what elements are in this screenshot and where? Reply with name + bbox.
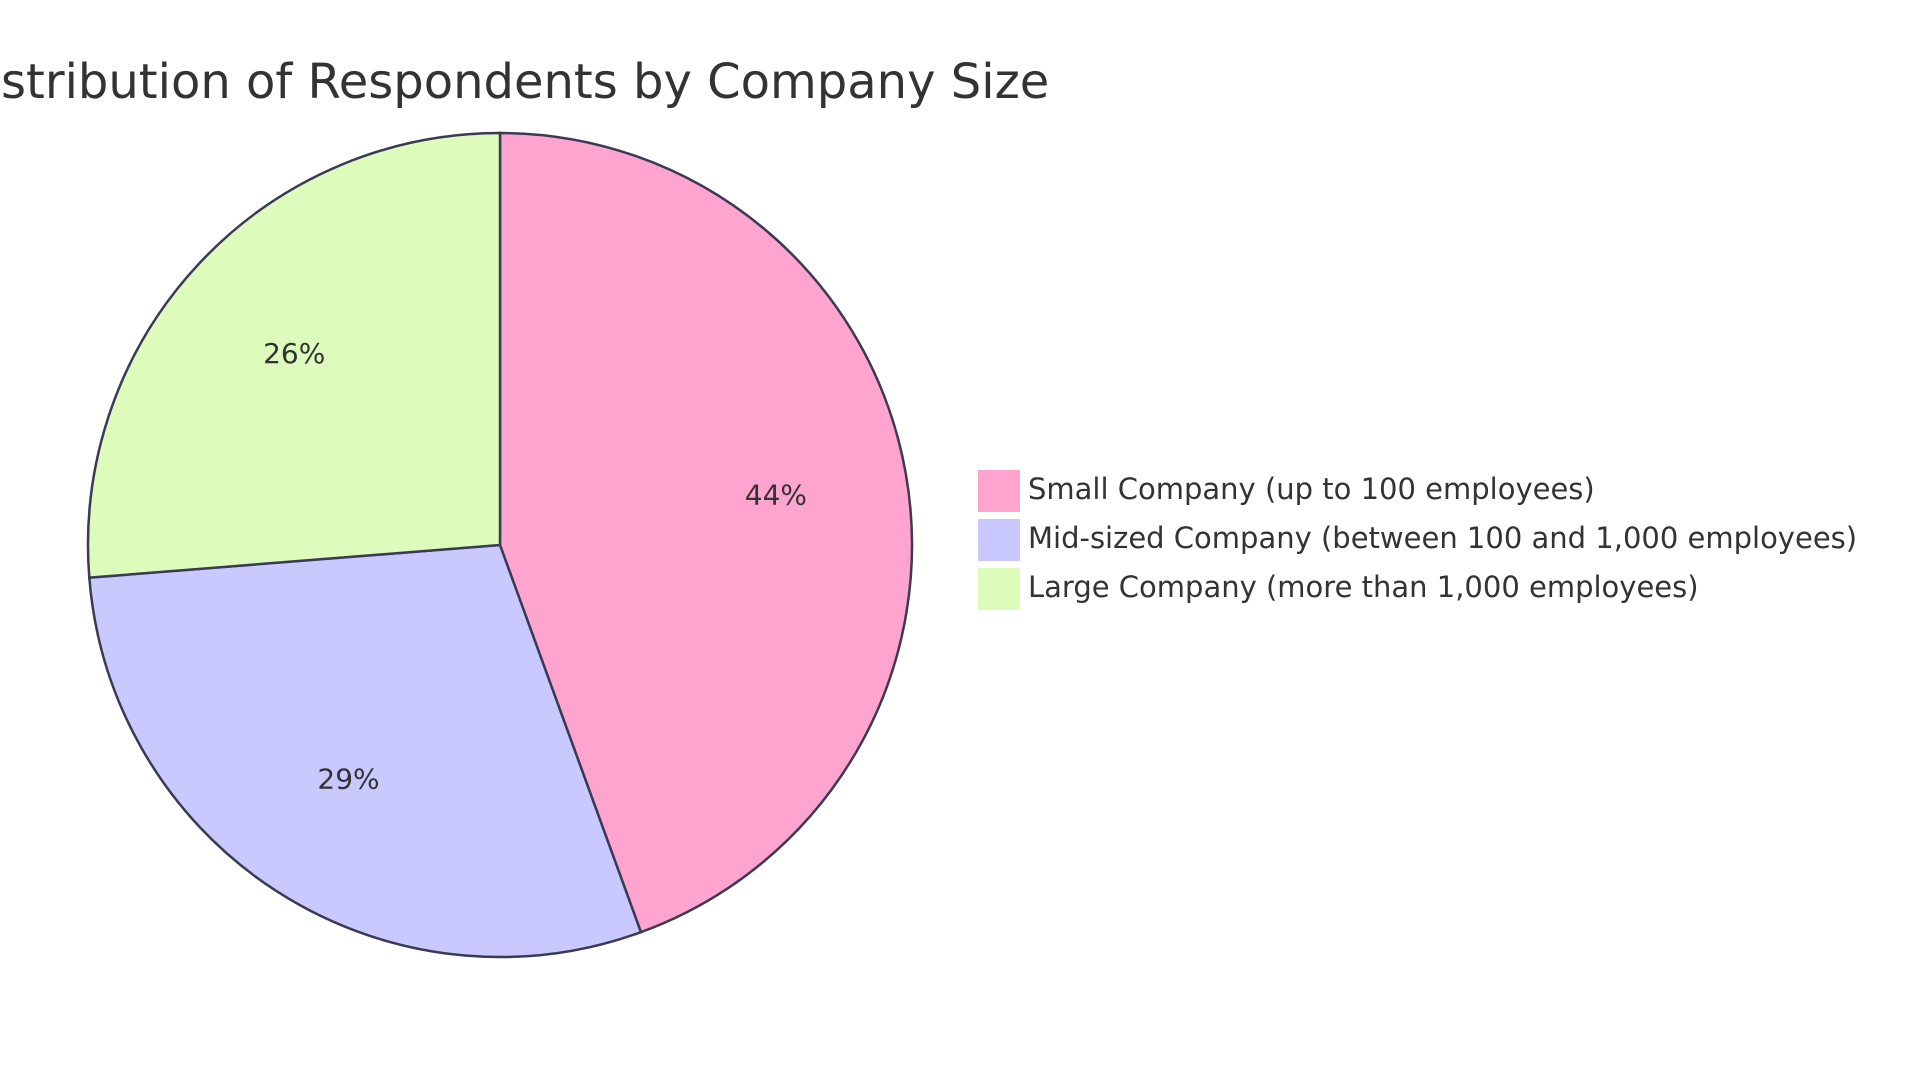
legend-swatch-1 bbox=[978, 519, 1020, 561]
legend-label-0: Small Company (up to 100 employees) bbox=[1028, 472, 1595, 506]
chart-title: Distribution of Respondents by Company S… bbox=[0, 54, 1049, 110]
pie-slice-2 bbox=[86, 131, 502, 579]
legend-swatch-2 bbox=[978, 568, 1020, 610]
pie-slice-1 bbox=[87, 543, 643, 959]
pie-slice-label-2: 26% bbox=[263, 337, 325, 370]
pie-slice-label-1: 29% bbox=[317, 763, 379, 796]
pie-slice-label-0: 44% bbox=[745, 478, 807, 511]
legend: Small Company (up to 100 employees) Mid-s… bbox=[978, 470, 1857, 610]
legend-label-2: Large Company (more than 1,000 employees… bbox=[1028, 570, 1699, 604]
pie-slice-0 bbox=[498, 131, 914, 934]
legend-swatch-0 bbox=[978, 470, 1020, 512]
pie-slices bbox=[86, 131, 914, 959]
pie-slice-labels: 44% 29% 26% bbox=[263, 337, 807, 796]
legend-label-1: Mid-sized Company (between 100 and 1,000… bbox=[1028, 521, 1857, 555]
